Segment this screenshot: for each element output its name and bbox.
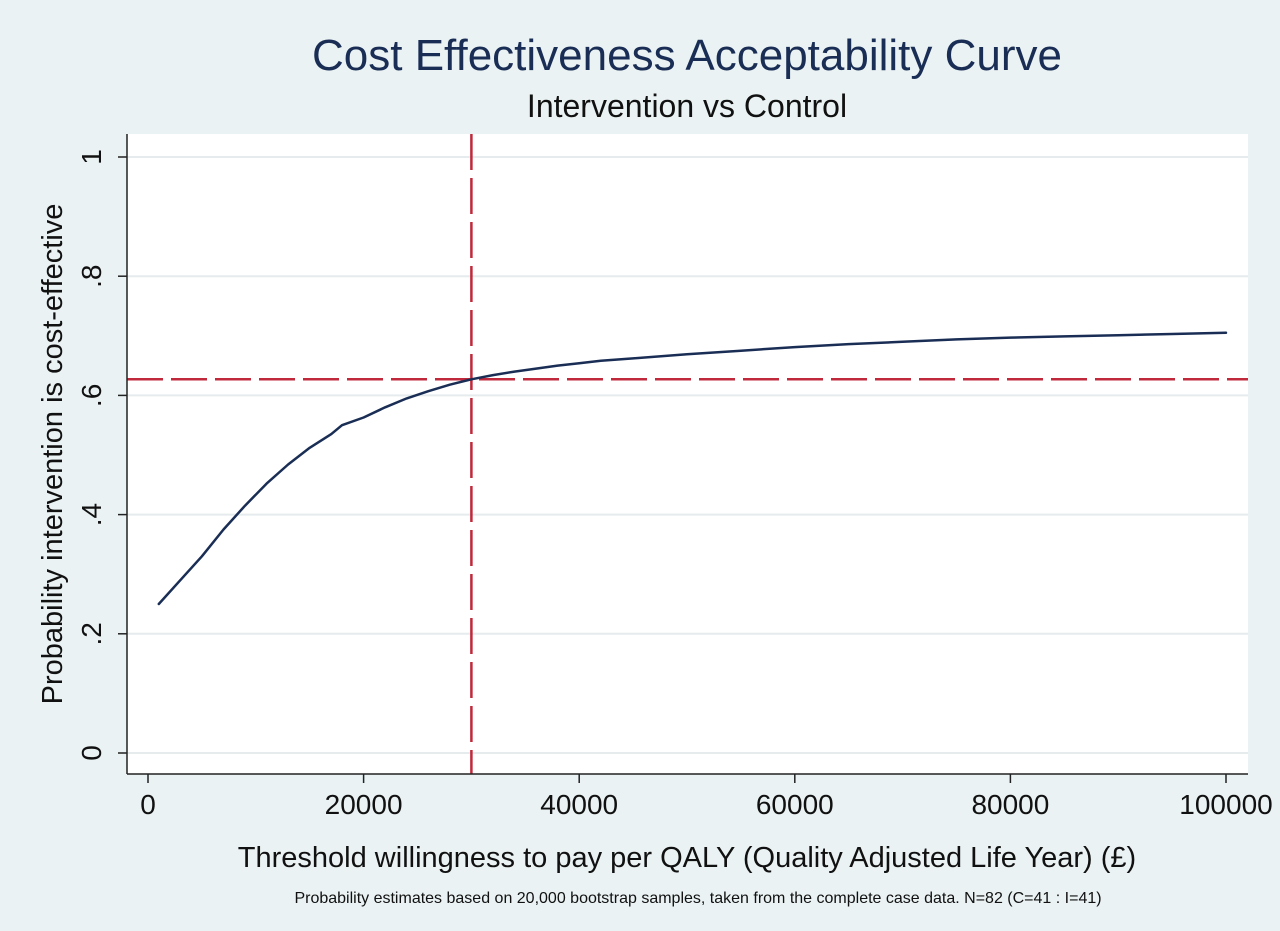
chart-title: Cost Effectiveness Acceptability Curve — [312, 31, 1062, 80]
x-tick-label: 0 — [140, 789, 156, 820]
chart-subtitle: Intervention vs Control — [527, 88, 847, 124]
x-tick-label: 40000 — [540, 789, 618, 820]
chart-note: Probability estimates based on 20,000 bo… — [294, 890, 1101, 907]
x-axis-label: Threshold willingness to pay per QALY (Q… — [238, 842, 1136, 874]
x-tick-label: 60000 — [756, 789, 834, 820]
y-tick-label: .8 — [76, 265, 107, 288]
y-tick-label: .4 — [76, 503, 107, 526]
plot-area — [127, 134, 1248, 774]
series-line — [157, 331, 1228, 606]
grid-lines — [127, 156, 1248, 754]
y-tick-label: 1 — [76, 149, 107, 165]
series-layer — [157, 331, 1228, 606]
y-tick-label: .6 — [76, 384, 107, 407]
reference-lines — [127, 134, 1248, 774]
y-tick-label: 0 — [76, 745, 107, 761]
y-axis-ticks: 0 .2 .4 .6 .8 1 — [76, 149, 127, 761]
x-tick-label: 20000 — [325, 789, 403, 820]
x-tick-label: 100000 — [1179, 789, 1272, 820]
x-tick-label: 80000 — [971, 789, 1049, 820]
y-axis-label: Probability intervention is cost-effecti… — [37, 204, 69, 705]
y-tick-label: .2 — [76, 622, 107, 645]
x-axis-ticks: 0 20000 40000 60000 80000 100000 — [140, 774, 1273, 820]
